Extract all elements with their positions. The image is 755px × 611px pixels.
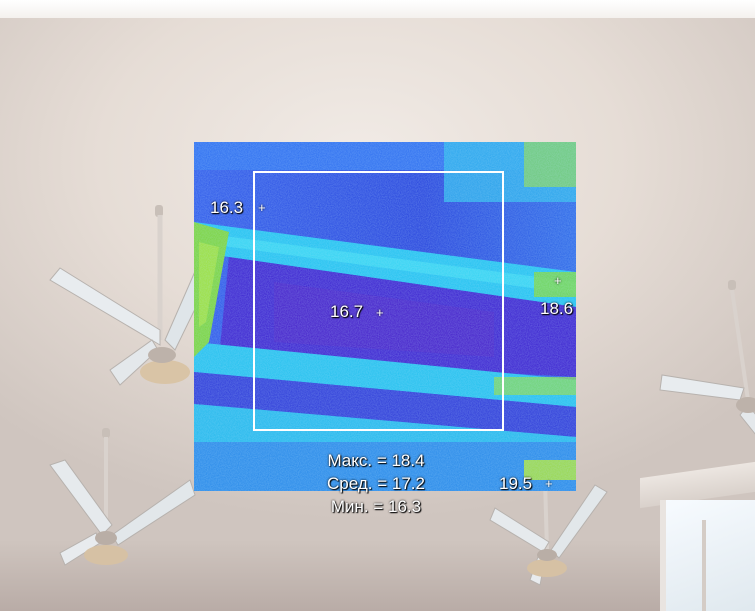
crosshair-icon: + xyxy=(554,273,562,288)
stat-max: Макс. = 18.4 xyxy=(327,451,425,470)
thermal-overlay xyxy=(194,142,576,491)
spot-temp-right: 18.6 xyxy=(540,299,574,318)
crosshair-icon: + xyxy=(376,305,384,320)
ceiling-fan-lower-left xyxy=(40,425,200,575)
stat-avg: Сред. = 17.2 xyxy=(327,474,425,493)
window-frame xyxy=(702,520,706,611)
stat-min: Мин. = 16.3 xyxy=(330,497,422,516)
ceiling-fan-right xyxy=(640,280,755,450)
crosshair-icon: + xyxy=(545,476,553,491)
crosshair-icon: + xyxy=(258,200,266,215)
window xyxy=(660,500,755,611)
spot-temp-bottom-right: 19.5 xyxy=(499,474,533,493)
ceiling-top-edge xyxy=(0,0,755,18)
spot-temp-top-left: 16.3 xyxy=(210,198,244,217)
ceiling-fan-lower-right xyxy=(485,479,625,600)
ceiling-fan-upper-left xyxy=(40,200,220,400)
area-statistics: Макс. = 18.4 Сред. = 17.2 Мин. = 16.3 xyxy=(296,449,456,518)
measurement-area-box xyxy=(253,171,504,431)
spot-temp-center: 16.7 xyxy=(330,302,364,321)
